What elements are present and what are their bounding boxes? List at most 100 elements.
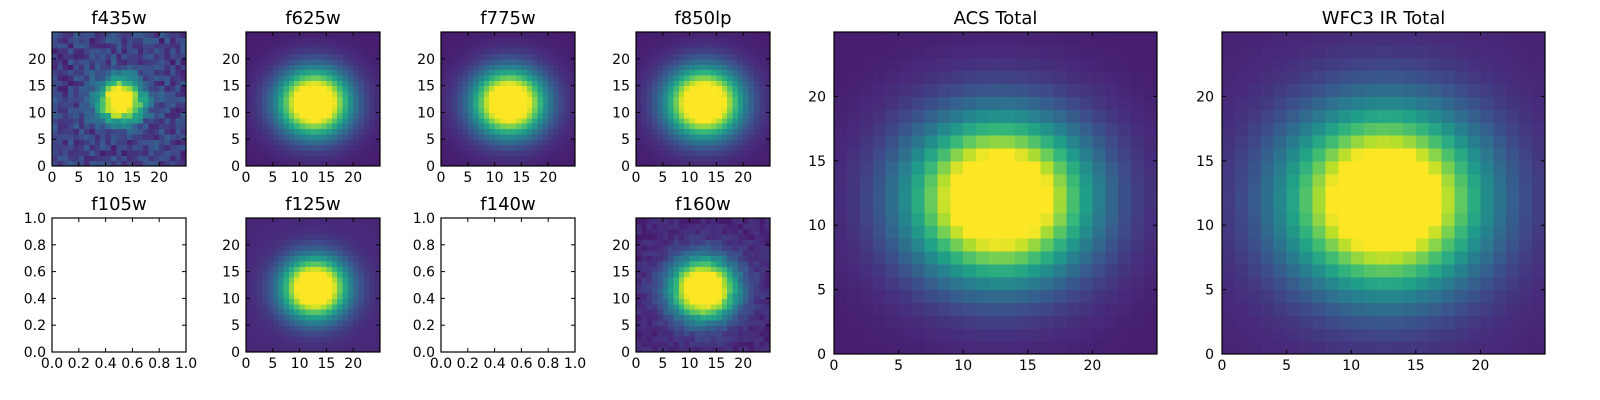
heatmap-cell — [68, 37, 75, 44]
heatmap-cell — [374, 139, 381, 146]
heatmap-cell — [859, 289, 874, 304]
heatmap-cell — [278, 107, 285, 113]
heatmap-cell — [489, 107, 496, 113]
heatmap-cell — [705, 330, 712, 337]
heatmap-cell — [764, 133, 771, 140]
heatmap-cell — [78, 53, 85, 60]
heatmap-cell — [489, 139, 496, 146]
heatmap-cell — [321, 107, 327, 113]
heatmap-cell — [374, 260, 381, 267]
heatmap-cell — [1118, 109, 1132, 123]
heatmap-cell — [315, 123, 322, 130]
heatmap-cell — [564, 112, 571, 119]
heatmap-cell — [483, 80, 490, 87]
heatmap-cell — [342, 319, 349, 326]
heatmap-cell — [73, 37, 80, 44]
heatmap-cell — [924, 263, 938, 278]
heatmap-cell — [700, 160, 707, 167]
heatmap-cell — [646, 298, 653, 305]
x-tick-label: 0.6 — [121, 356, 143, 372]
heatmap-cell — [358, 128, 365, 135]
heatmap-cell — [57, 96, 64, 103]
heatmap-cell — [694, 223, 701, 230]
heatmap-cell — [657, 255, 664, 262]
heatmap-cell — [1027, 44, 1042, 59]
heatmap-cell — [1001, 263, 1016, 278]
heatmap-cell — [716, 85, 723, 92]
heatmap-cell — [662, 42, 669, 49]
heatmap-cell — [732, 335, 739, 342]
heatmap-cell — [489, 133, 496, 140]
heatmap-cell — [641, 48, 648, 55]
heatmap-cell — [711, 287, 717, 294]
heatmap-cell — [1402, 199, 1417, 213]
heatmap-cell — [489, 149, 496, 156]
heatmap-cell — [272, 282, 279, 289]
heatmap-cell — [711, 228, 717, 235]
heatmap-cell — [294, 266, 301, 273]
heatmap-cell — [652, 303, 659, 310]
heatmap-cell — [846, 109, 861, 123]
heatmap-cell — [116, 112, 123, 119]
heatmap-cell — [641, 218, 648, 224]
heatmap-cell — [294, 42, 301, 49]
heatmap-cell — [558, 48, 565, 55]
heatmap-cell — [694, 244, 701, 251]
heatmap-cell — [467, 107, 474, 113]
heatmap-cell — [288, 64, 295, 71]
heatmap-cell — [505, 144, 512, 151]
heatmap-cell — [711, 218, 717, 224]
heatmap-cell — [678, 80, 685, 87]
heatmap-cell — [1144, 83, 1158, 97]
heatmap-cell — [358, 255, 365, 262]
heatmap-cell — [542, 74, 549, 81]
heatmap-cell — [1040, 263, 1055, 278]
heatmap-cell — [347, 160, 354, 167]
heatmap-cell — [267, 260, 274, 267]
heatmap-cells-f160w — [636, 218, 771, 353]
heatmap-cell — [684, 346, 691, 353]
heatmap-cell — [885, 238, 900, 252]
heatmap-cell — [684, 255, 691, 262]
heatmap-cell — [288, 37, 295, 44]
heatmap-cell — [180, 80, 187, 87]
heatmap-cell — [315, 293, 322, 299]
heatmap-cell — [1131, 199, 1145, 213]
heatmap-cell — [1364, 302, 1378, 316]
heatmap-cell — [641, 80, 648, 87]
heatmap-cell — [294, 139, 301, 146]
heatmap-cell — [294, 101, 301, 108]
heatmap-cell — [764, 123, 771, 130]
heatmap-cell — [363, 282, 370, 289]
heatmap-cell — [721, 287, 728, 294]
heatmap-cell — [315, 260, 322, 267]
heatmap-cell — [337, 244, 344, 251]
heatmap-cell — [68, 74, 75, 81]
heatmap-cell — [716, 341, 723, 348]
heatmap-cell — [859, 186, 874, 201]
heatmap-cell — [363, 255, 370, 262]
heatmap-cell — [374, 234, 381, 241]
heatmap-cell — [737, 85, 744, 92]
heatmap-cell — [1260, 212, 1275, 226]
heatmap-cell — [283, 239, 290, 246]
heatmap-cell — [441, 155, 447, 162]
heatmap-cell — [272, 107, 279, 113]
heatmap-cell — [315, 90, 322, 97]
heatmap-cell — [748, 69, 755, 76]
heatmap-cell — [278, 48, 285, 55]
heatmap-cell — [646, 37, 653, 44]
heatmap-cell — [1053, 44, 1068, 59]
heatmap-cell — [62, 80, 69, 87]
heatmap-cell — [369, 314, 376, 321]
heatmap-cell — [347, 69, 354, 76]
heatmap-cell — [898, 160, 913, 175]
heatmap-cell — [267, 160, 274, 167]
heatmap-cell — [753, 303, 760, 310]
heatmap-cell — [700, 117, 707, 124]
heatmap-cell — [652, 37, 659, 44]
heatmap-cell — [256, 107, 263, 113]
heatmap-cell — [321, 42, 327, 49]
heatmap-cell — [898, 225, 913, 239]
heatmap-cell — [294, 341, 301, 348]
